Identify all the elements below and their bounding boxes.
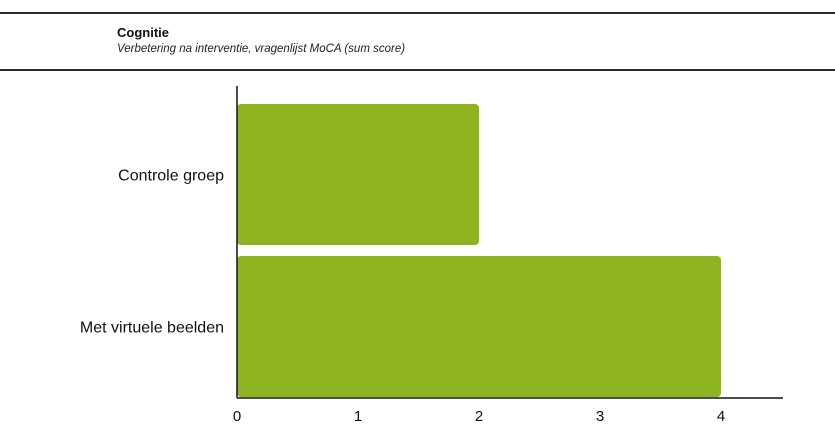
bar-1 <box>237 104 479 245</box>
x-tick-label: 2 <box>475 408 483 425</box>
chart-title: Cognitie <box>117 25 169 40</box>
category-label: Controle groep <box>118 168 224 185</box>
axes-layer <box>236 86 783 399</box>
chart-subtitle: Verbetering na interventie, vragenlijst … <box>117 43 406 55</box>
header-rule <box>0 69 835 71</box>
ticks-layer: 0 1 2 3 4 <box>233 408 725 425</box>
x-tick-label: 4 <box>717 408 725 425</box>
labels-layer: Controle groep Met virtuele beelden <box>80 168 224 337</box>
x-tick-label: 3 <box>596 408 604 425</box>
category-label: Met virtuele beelden <box>80 320 224 337</box>
x-tick-label: 0 <box>233 408 241 425</box>
bars-layer <box>237 104 721 397</box>
bar-2 <box>237 256 721 397</box>
top-rule <box>0 12 835 14</box>
x-tick-label: 1 <box>354 408 362 425</box>
